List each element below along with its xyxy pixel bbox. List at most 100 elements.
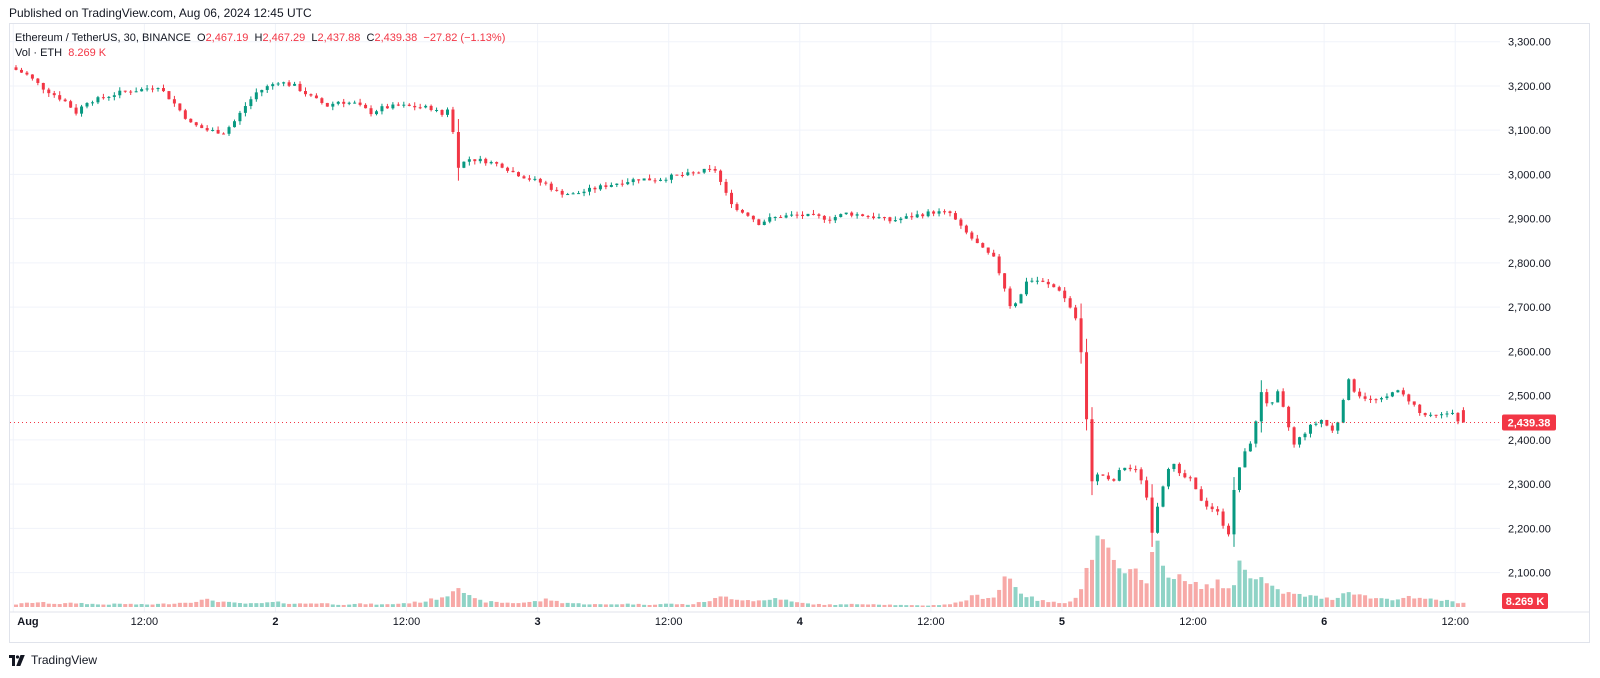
- candle-body: [915, 214, 919, 218]
- candle-body: [1450, 412, 1454, 414]
- candle-body: [1407, 394, 1411, 402]
- candle: [402, 101, 406, 108]
- volume-bar: [385, 604, 390, 607]
- chart-frame[interactable]: [9, 23, 1590, 643]
- candle-body: [325, 102, 329, 107]
- y-tick-label: 3,200.00: [1508, 81, 1551, 93]
- candle-body: [30, 74, 34, 79]
- volume-bar: [390, 604, 395, 607]
- volume-bar: [532, 601, 537, 607]
- volume-bar: [543, 598, 548, 607]
- candle-body: [456, 132, 460, 168]
- volume-bar: [1144, 583, 1149, 607]
- candle: [702, 168, 706, 174]
- volume-bar: [1100, 539, 1105, 607]
- volume-bar: [685, 604, 690, 607]
- volume-bar: [254, 603, 259, 607]
- candle-body: [1352, 379, 1356, 392]
- candle-body: [1068, 298, 1072, 308]
- volume-bar: [1352, 594, 1357, 607]
- volume-bar: [90, 603, 95, 607]
- candle: [1090, 407, 1094, 496]
- volume-bar: [980, 598, 985, 607]
- volume-bar: [276, 601, 281, 607]
- candle: [303, 87, 307, 97]
- volume-bar: [904, 605, 909, 607]
- candle-body: [238, 112, 242, 122]
- volume-bar: [915, 605, 920, 607]
- tradingview-logo[interactable]: TradingView: [9, 653, 97, 667]
- candle: [1341, 398, 1345, 424]
- candle: [626, 178, 630, 186]
- volume-bar: [1084, 567, 1089, 607]
- candle: [1412, 401, 1416, 407]
- candle-body: [577, 193, 581, 195]
- candle-body: [855, 214, 859, 216]
- volume-bar: [1297, 593, 1302, 607]
- candle-body: [402, 104, 406, 106]
- candle: [396, 102, 400, 107]
- candle-body: [1035, 280, 1039, 282]
- volume-bar: [1395, 599, 1400, 607]
- candle: [445, 107, 449, 118]
- candle: [385, 103, 389, 109]
- candle-body: [882, 217, 886, 219]
- candle: [615, 183, 619, 188]
- candle: [964, 224, 968, 235]
- candle: [997, 254, 1001, 276]
- candle: [959, 217, 963, 229]
- candle-body: [1385, 396, 1389, 399]
- candle-body: [637, 179, 641, 181]
- candle: [489, 160, 493, 165]
- volume-bar: [953, 602, 958, 607]
- legend-change: −27.82 (−1.13%): [423, 32, 506, 44]
- candle: [96, 95, 100, 105]
- candle-body: [1418, 404, 1422, 413]
- candle: [1150, 484, 1154, 547]
- candle-body: [680, 174, 684, 176]
- candle-body: [320, 98, 324, 103]
- candle-body: [1440, 414, 1444, 416]
- candle: [719, 169, 723, 186]
- volume-bar: [292, 603, 297, 607]
- candle: [320, 97, 324, 105]
- volume-bar: [1341, 593, 1346, 607]
- candle: [19, 67, 23, 73]
- volume-bar: [128, 603, 133, 607]
- volume-bar: [1051, 601, 1056, 607]
- candle: [730, 189, 734, 209]
- candle-body: [298, 83, 302, 92]
- candle: [1265, 388, 1269, 407]
- candle: [1379, 396, 1383, 403]
- candle: [1057, 285, 1061, 292]
- volume-bar: [1046, 602, 1051, 607]
- candle-body: [232, 121, 236, 128]
- candle-body: [801, 214, 805, 217]
- candle: [30, 74, 34, 81]
- candle: [1068, 296, 1072, 309]
- candle-body: [1079, 318, 1083, 353]
- candle-body: [773, 216, 777, 218]
- volume-bar: [396, 603, 401, 607]
- volume-bar: [576, 603, 581, 607]
- candle: [1314, 421, 1318, 427]
- volume-bar: [1002, 576, 1007, 607]
- candle: [1308, 424, 1312, 438]
- candle-body: [391, 104, 395, 109]
- candle-body: [1396, 390, 1400, 393]
- candle-body: [762, 221, 766, 225]
- candle: [1423, 412, 1427, 418]
- x-tick-label: 3: [535, 616, 541, 628]
- candle-body: [331, 103, 335, 107]
- candle-body: [1330, 425, 1334, 431]
- candle: [1270, 402, 1274, 406]
- candle-body: [811, 213, 815, 215]
- candle: [790, 211, 794, 217]
- volume-bar: [456, 588, 461, 607]
- candle-body: [669, 174, 673, 180]
- candle: [1008, 286, 1012, 309]
- candle: [309, 93, 313, 97]
- volume-bar: [751, 601, 756, 607]
- candle-body: [1024, 281, 1028, 295]
